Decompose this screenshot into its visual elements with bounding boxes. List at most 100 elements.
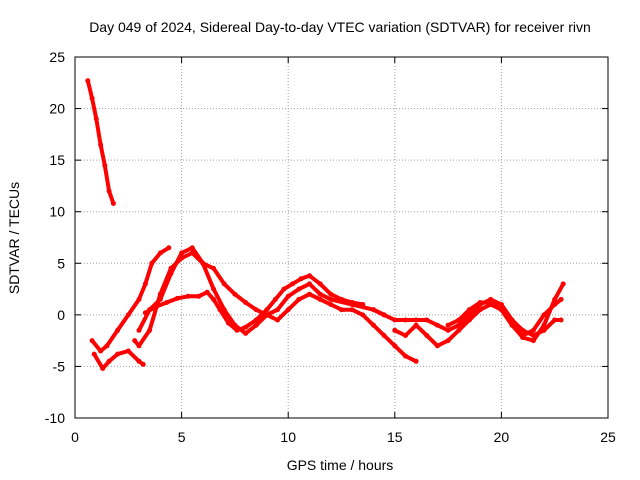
data-point: [89, 95, 95, 101]
x-tick-label: 15: [387, 429, 403, 445]
y-tick-label: -5: [53, 358, 66, 374]
data-point: [106, 358, 112, 364]
data-point: [106, 188, 112, 194]
data-point: [307, 273, 312, 279]
data-point: [136, 296, 142, 302]
data-point: [445, 322, 451, 328]
data-point: [552, 317, 558, 323]
data-point: [153, 304, 159, 310]
data-point: [360, 312, 366, 318]
y-tick-label: 15: [49, 152, 65, 168]
y-tick-label: -10: [45, 410, 65, 426]
data-point: [290, 281, 295, 287]
data-point: [456, 317, 462, 323]
data-point: [110, 201, 116, 206]
data-series: [85, 78, 566, 371]
data-point: [371, 322, 376, 328]
data-point: [142, 281, 148, 287]
data-point: [328, 302, 334, 307]
chart-title: Day 049 of 2024, Sidereal Day-to-day VTE…: [89, 19, 591, 35]
data-point: [371, 307, 376, 313]
data-point: [392, 327, 398, 333]
data-point: [157, 250, 163, 256]
data-point: [424, 317, 430, 323]
data-point: [413, 317, 419, 323]
data-point: [339, 296, 344, 302]
data-point: [234, 327, 240, 333]
y-tick-label: 0: [57, 307, 65, 323]
data-point: [445, 338, 451, 344]
data-point: [272, 296, 278, 302]
data-point: [147, 327, 153, 333]
y-tick-label: 25: [49, 49, 65, 65]
data-point: [317, 281, 323, 287]
data-point: [392, 317, 398, 323]
data-point: [196, 293, 202, 299]
data-point: [317, 291, 323, 297]
data-point: [403, 317, 408, 323]
data-point: [104, 343, 110, 349]
data-point: [307, 281, 312, 287]
x-tick-label: 10: [280, 429, 296, 445]
data-point: [560, 281, 566, 287]
data-point: [168, 271, 174, 277]
data-point: [285, 307, 291, 313]
data-point: [125, 348, 131, 354]
data-point: [85, 78, 91, 84]
data-point: [253, 322, 259, 328]
data-point: [93, 116, 99, 122]
data-point: [200, 260, 206, 266]
x-axis-label: GPS time / hours: [287, 457, 394, 473]
data-point: [456, 327, 462, 333]
data-point: [115, 351, 121, 357]
data-point: [91, 351, 97, 357]
data-point: [253, 317, 259, 323]
data-point: [477, 307, 483, 313]
data-point: [413, 358, 419, 364]
grid: [75, 57, 608, 418]
data-point: [509, 322, 515, 328]
plot-frame: [74, 56, 609, 419]
data-point: [498, 307, 504, 313]
data-point: [243, 330, 249, 336]
data-point: [253, 307, 259, 313]
data-point: [275, 307, 280, 313]
data-point: [349, 300, 355, 305]
data-point: [89, 338, 95, 344]
x-tick-label: 5: [178, 429, 186, 445]
data-point: [466, 317, 472, 323]
data-point: [530, 338, 536, 344]
data-point: [185, 293, 191, 299]
data-point: [298, 276, 304, 282]
data-point: [339, 307, 344, 313]
data-point: [530, 327, 536, 333]
data-point: [136, 358, 142, 364]
data-point: [281, 286, 287, 292]
y-axis-label: SDTVAR / TECUs: [6, 182, 22, 294]
data-point: [243, 324, 249, 330]
data-point: [360, 302, 366, 307]
data-point: [381, 312, 387, 318]
data-point: [221, 281, 227, 287]
data-point: [264, 307, 270, 313]
data-point: [166, 245, 172, 251]
data-point: [558, 317, 564, 323]
data-point: [102, 162, 108, 168]
data-point: [403, 333, 408, 338]
data-point: [349, 307, 355, 313]
data-point: [232, 291, 238, 297]
data-point: [424, 333, 430, 338]
data-point: [174, 295, 180, 301]
data-point: [328, 291, 334, 297]
data-point: [125, 312, 131, 318]
data-point: [149, 260, 155, 266]
data-point: [541, 312, 547, 318]
data-point: [226, 320, 231, 326]
data-point: [98, 142, 104, 148]
data-point: [541, 322, 547, 328]
data-point: [317, 296, 323, 302]
data-point: [179, 250, 185, 256]
data-point: [392, 343, 398, 349]
data-point: [434, 343, 440, 349]
